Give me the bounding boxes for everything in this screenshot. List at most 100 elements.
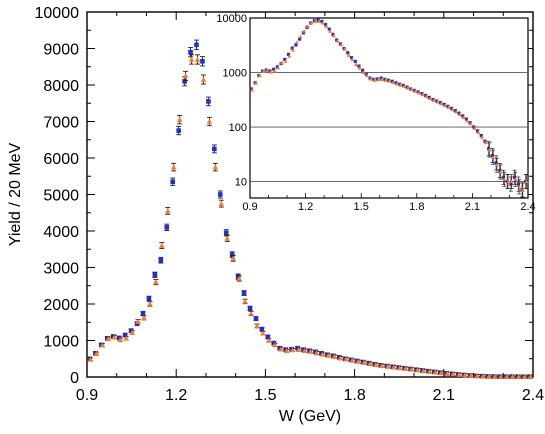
orange-data-point bbox=[289, 347, 296, 353]
inset-y-tick-label: 10 bbox=[235, 177, 247, 189]
inset-orange-data-point bbox=[250, 87, 255, 92]
y-tick-label: 9000 bbox=[43, 42, 79, 59]
y-axis-label: Yield / 20 MeV bbox=[7, 142, 24, 246]
inset-orange-data-point bbox=[261, 69, 266, 73]
inset-orange-data-point bbox=[376, 77, 381, 82]
inset-blue-data-point bbox=[464, 117, 469, 121]
orange-data-point bbox=[367, 360, 373, 366]
orange-data-point bbox=[224, 235, 231, 241]
blue-data-point bbox=[176, 128, 181, 133]
inset-orange-data-point bbox=[324, 24, 329, 29]
inset-blue-data-point bbox=[427, 95, 431, 99]
orange-data-point bbox=[248, 310, 254, 316]
inset-orange-data-point bbox=[268, 70, 273, 74]
inset-blue-data-point bbox=[457, 111, 461, 115]
inset-x-tick-label: 2.1 bbox=[465, 201, 480, 213]
x-tick-label: 2.1 bbox=[433, 387, 455, 404]
orange-data-point bbox=[355, 358, 361, 364]
inset-orange-data-point bbox=[431, 98, 436, 102]
inset-blue-data-point bbox=[513, 175, 517, 179]
orange-data-point bbox=[426, 368, 433, 374]
inset-blue-data-point bbox=[364, 72, 368, 76]
inset-orange-data-point bbox=[394, 81, 399, 86]
inset-orange-data-point bbox=[265, 68, 270, 73]
orange-data-point bbox=[390, 364, 397, 370]
orange-data-point bbox=[117, 336, 124, 343]
blue-data-point bbox=[170, 179, 176, 185]
inset-blue-data-point bbox=[509, 182, 513, 186]
inset-blue-data-point bbox=[327, 27, 331, 31]
orange-data-point bbox=[438, 370, 445, 376]
orange-data-point bbox=[129, 329, 135, 335]
inset-blue-data-point bbox=[450, 106, 454, 110]
inset-blue-data-point bbox=[357, 64, 361, 68]
inset-orange-data-point bbox=[298, 34, 303, 39]
blue-data-point bbox=[218, 192, 223, 197]
blue-data-point bbox=[265, 334, 271, 340]
inset-blue-data-point bbox=[298, 37, 302, 41]
inset-orange-data-point bbox=[439, 101, 444, 106]
orange-data-point bbox=[361, 359, 367, 365]
orange-data-point bbox=[480, 373, 486, 379]
blue-data-point bbox=[194, 42, 199, 48]
y-tick-label: 2000 bbox=[43, 297, 79, 314]
inset-orange-data-point bbox=[435, 99, 440, 104]
inset-orange-data-point bbox=[409, 87, 414, 92]
inset-blue-data-point bbox=[461, 114, 465, 118]
inset-blue-data-point bbox=[442, 102, 446, 107]
blue-data-point bbox=[223, 230, 229, 236]
inset-y-tick-label: 10000 bbox=[216, 13, 247, 25]
x-tick-label: 1.2 bbox=[165, 387, 187, 404]
orange-data-point bbox=[486, 373, 492, 379]
inset-blue-data-point bbox=[416, 90, 420, 94]
inset-plot-frame bbox=[249, 17, 529, 199]
inset-blue-data-point bbox=[472, 125, 476, 129]
inset-orange-data-point bbox=[424, 94, 429, 98]
y-tick-label: 0 bbox=[70, 370, 79, 387]
inset-blue-data-point bbox=[361, 68, 365, 72]
inset-blue-data-point bbox=[372, 77, 376, 81]
inset-orange-data-point bbox=[283, 59, 288, 63]
y-tick-label: 10000 bbox=[35, 5, 80, 22]
inset-orange-data-point bbox=[494, 163, 499, 167]
inset-blue-data-point bbox=[501, 175, 506, 179]
orange-data-point bbox=[301, 347, 308, 354]
inset-blue-data-point bbox=[275, 65, 279, 69]
inset-blue-data-point bbox=[375, 77, 380, 81]
inset-blue-data-point bbox=[420, 92, 424, 96]
inset-blue-data-point bbox=[323, 23, 328, 27]
blue-data-point bbox=[241, 290, 247, 296]
orange-data-point bbox=[379, 362, 385, 368]
blue-data-point bbox=[253, 316, 259, 321]
blue-data-point bbox=[212, 146, 217, 152]
orange-data-point bbox=[218, 200, 225, 206]
orange-data-point bbox=[277, 346, 284, 352]
inset-orange-data-point bbox=[391, 80, 396, 84]
orange-data-point bbox=[230, 255, 236, 261]
orange-data-point bbox=[492, 373, 498, 379]
orange-data-point bbox=[373, 361, 379, 368]
orange-data-point bbox=[147, 301, 153, 307]
inset-blue-data-point bbox=[353, 59, 357, 63]
orange-data-point bbox=[325, 352, 332, 358]
inset-orange-data-point bbox=[335, 38, 340, 43]
inset-blue-data-point bbox=[338, 42, 343, 46]
inset-blue-data-point bbox=[379, 76, 383, 80]
inset-orange-data-point bbox=[383, 78, 388, 82]
inset-blue-data-point bbox=[290, 46, 294, 50]
orange-data-point bbox=[111, 334, 118, 340]
blue-data-point bbox=[235, 274, 241, 279]
inset-orange-data-point bbox=[454, 109, 459, 114]
orange-data-point bbox=[170, 164, 177, 170]
orange-data-point bbox=[260, 330, 266, 336]
inset-blue-data-point bbox=[446, 104, 450, 108]
orange-data-point bbox=[408, 366, 415, 372]
inset-orange-data-point bbox=[450, 107, 455, 112]
inset-blue-data-point bbox=[387, 78, 391, 82]
inset-orange-data-point bbox=[379, 77, 384, 81]
inset-orange-data-point bbox=[509, 179, 514, 184]
inset-blue-data-point bbox=[479, 133, 483, 138]
inset-orange-data-point bbox=[483, 140, 488, 145]
blue-data-point bbox=[158, 257, 164, 263]
